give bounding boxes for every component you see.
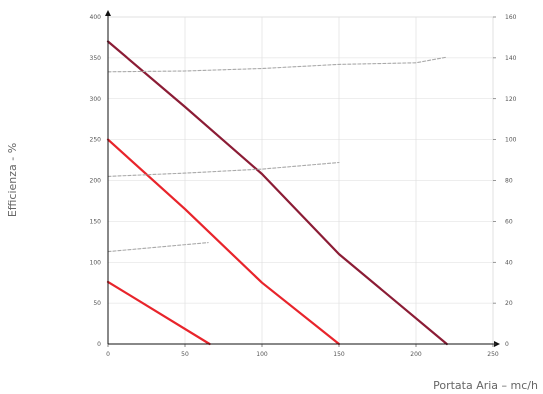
y-tick-label: 300: [90, 96, 102, 103]
series-line-2: [106, 138, 341, 346]
y-tick-label: 200: [90, 178, 102, 185]
series-line-6: [107, 56, 448, 73]
data-series: [106, 40, 448, 346]
series-line-1: [106, 280, 211, 346]
y-axis-title: Efficienza - %: [6, 143, 19, 217]
y2-tick-label: 40: [505, 259, 513, 266]
y2-tick-label: 140: [505, 55, 517, 62]
y2-tick-label: 100: [505, 137, 517, 144]
x-tick-label: 100: [256, 351, 268, 358]
y2-tick-label: 0: [505, 341, 509, 348]
x-tick-label: 150: [333, 351, 345, 358]
series-line-3: [106, 40, 448, 346]
x-tick-label: 0: [106, 351, 110, 358]
y-tick-label: 50: [93, 300, 101, 307]
series-line-4: [107, 242, 209, 253]
grid-lines: [108, 16, 494, 344]
y-tick-label: 250: [90, 137, 102, 144]
y2-tick-label: 160: [505, 14, 517, 21]
x-axis-arrow: [494, 341, 500, 347]
y-tick-label: 100: [90, 259, 102, 266]
y2-tick-label: 60: [505, 218, 513, 225]
y-axis-arrow: [105, 10, 111, 16]
axes: [105, 10, 500, 347]
x-tick-label: 200: [410, 351, 422, 358]
y2-tick-label: 80: [505, 178, 513, 185]
x-axis-title: Portata Aria – mc/h: [433, 379, 538, 392]
y2-tick-label: 20: [505, 300, 513, 307]
series-line-5: [107, 161, 340, 177]
tick-labels: 0 50 100 150 200 250 0 50 100 150 200 250 300 350 400 0…: [90, 14, 517, 358]
y2-tick-label: 120: [505, 96, 517, 103]
y-tick-label: 150: [90, 218, 102, 225]
y-tick-label: 400: [90, 14, 102, 21]
x-tick-label: 250: [487, 351, 499, 358]
y-tick-label: 0: [97, 341, 101, 348]
y-tick-label: 350: [90, 55, 102, 62]
x-tick-label: 50: [181, 351, 189, 358]
